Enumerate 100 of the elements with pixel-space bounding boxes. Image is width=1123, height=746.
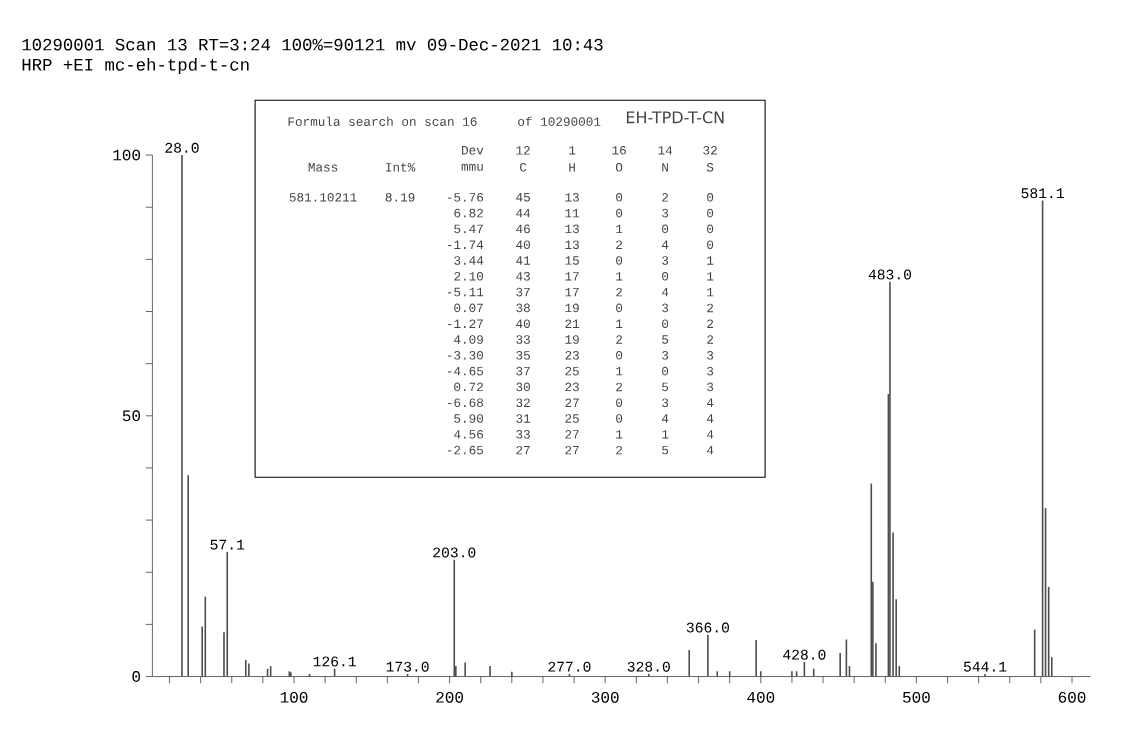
text: of 10290001	[518, 116, 601, 126]
annotation: mmu	[461, 163, 483, 171]
annotation: 3	[662, 208, 669, 218]
annotation: 13	[565, 193, 579, 202]
annotation: 3	[662, 351, 669, 360]
annotation: 17	[565, 272, 579, 281]
x-tick-label: 400	[747, 691, 775, 703]
annotation: 17	[565, 287, 579, 297]
annotation: 2	[616, 445, 623, 455]
annotation: 5	[662, 335, 669, 344]
annotation: 45	[516, 193, 530, 202]
annotation: 4	[661, 414, 669, 423]
annotation: 4	[706, 445, 714, 455]
annotation: 1	[616, 319, 623, 328]
annotation: 1	[707, 287, 714, 297]
annotation: 2	[616, 287, 623, 297]
annotation: 5.90	[454, 414, 484, 423]
annotation: 126.1	[313, 656, 356, 667]
annotation: 0	[616, 303, 623, 313]
annotation: 57.1	[210, 539, 245, 550]
annotation: 1	[616, 430, 623, 439]
annotation: 1	[616, 366, 623, 376]
y-tick-label: 50	[122, 410, 141, 422]
x-tick-label: 100	[280, 691, 308, 703]
annotation: 203.0	[433, 547, 476, 558]
annotation: 2	[662, 193, 669, 202]
text: 16	[612, 146, 626, 155]
annotation: -5.11	[447, 287, 484, 297]
annotation: 0	[616, 414, 623, 423]
annotation: 3	[707, 382, 714, 392]
annotation: 27	[565, 398, 579, 407]
annotation: 2.10	[454, 272, 484, 281]
annotation: 23	[565, 351, 579, 360]
annotation: 31	[516, 414, 531, 423]
annotation: 2	[707, 303, 714, 313]
annotation: H	[569, 163, 575, 172]
annotation: 544.1	[963, 661, 1007, 672]
annotation: 32	[516, 398, 530, 408]
annotation: 25	[565, 366, 579, 376]
annotation: -3.30	[447, 351, 484, 360]
annotation: 5	[662, 445, 669, 455]
annotation: 0	[707, 224, 714, 234]
annotation: S	[706, 163, 714, 172]
annotation: 4.09	[454, 335, 483, 344]
annotation: 3	[662, 303, 669, 313]
annotation: -2.65	[447, 445, 484, 455]
annotation: 1	[616, 224, 623, 234]
annotation: 3	[707, 351, 714, 360]
annotation: 0	[616, 256, 623, 265]
annotation: 15	[565, 256, 579, 265]
annotation: 173.0	[386, 661, 429, 672]
x-tick-label: 600	[1058, 691, 1086, 703]
annotation: 11	[565, 208, 580, 218]
annotation: 38	[516, 303, 530, 313]
annotation: 33	[516, 335, 530, 344]
annotation: 13	[565, 224, 579, 234]
annotation: 4	[661, 240, 669, 249]
annotation: 30	[516, 382, 530, 392]
annotation: 33	[516, 430, 530, 439]
annotation: -6.68	[447, 398, 484, 408]
x-tick-label: 200	[436, 691, 464, 703]
annotation: 2	[616, 240, 623, 249]
annotation: 0	[707, 240, 714, 250]
annotation: 0.07	[454, 303, 483, 313]
annotation: 41	[516, 256, 531, 265]
annotation: 3	[707, 366, 714, 376]
annotation: -1.27	[447, 319, 483, 328]
annotation: 4	[661, 287, 669, 297]
annotation: 40	[516, 319, 530, 329]
annotation: 21	[565, 319, 580, 328]
annotation: 4	[706, 414, 714, 423]
annotation: 37	[516, 366, 530, 376]
annotation: 28.0	[165, 142, 199, 153]
annotation: 0	[662, 319, 669, 329]
annotation: 2	[707, 335, 714, 344]
annotation: 6.82	[454, 208, 483, 218]
annotation: 0	[616, 208, 623, 218]
text: HRP +EI mc-eh-tpd-t-cn	[22, 57, 249, 75]
annotation: 0.72	[454, 382, 483, 392]
x-tick-label: 500	[903, 691, 930, 703]
annotation: 0	[662, 272, 669, 281]
annotation: 4	[706, 430, 714, 439]
annotation: O	[615, 163, 623, 172]
annotation: 27	[516, 445, 530, 455]
annotation: 37	[516, 287, 530, 297]
annotation: 1	[662, 430, 669, 439]
annotation: 27	[565, 445, 579, 455]
annotation: 0	[616, 351, 623, 360]
annotation: 1	[707, 256, 714, 265]
annotation: 25	[565, 414, 579, 423]
annotation: 44	[516, 208, 531, 218]
annotation: 35	[516, 351, 530, 360]
annotation: 0	[616, 193, 623, 202]
annotation: 13	[565, 240, 579, 250]
text: 12	[516, 146, 530, 155]
annotation: 581.1	[1021, 188, 1064, 199]
y-tick-label: 100	[113, 149, 141, 161]
annotation: 4	[706, 398, 714, 407]
annotation: -1.74	[447, 240, 484, 249]
annotation: -4.65	[447, 366, 484, 376]
